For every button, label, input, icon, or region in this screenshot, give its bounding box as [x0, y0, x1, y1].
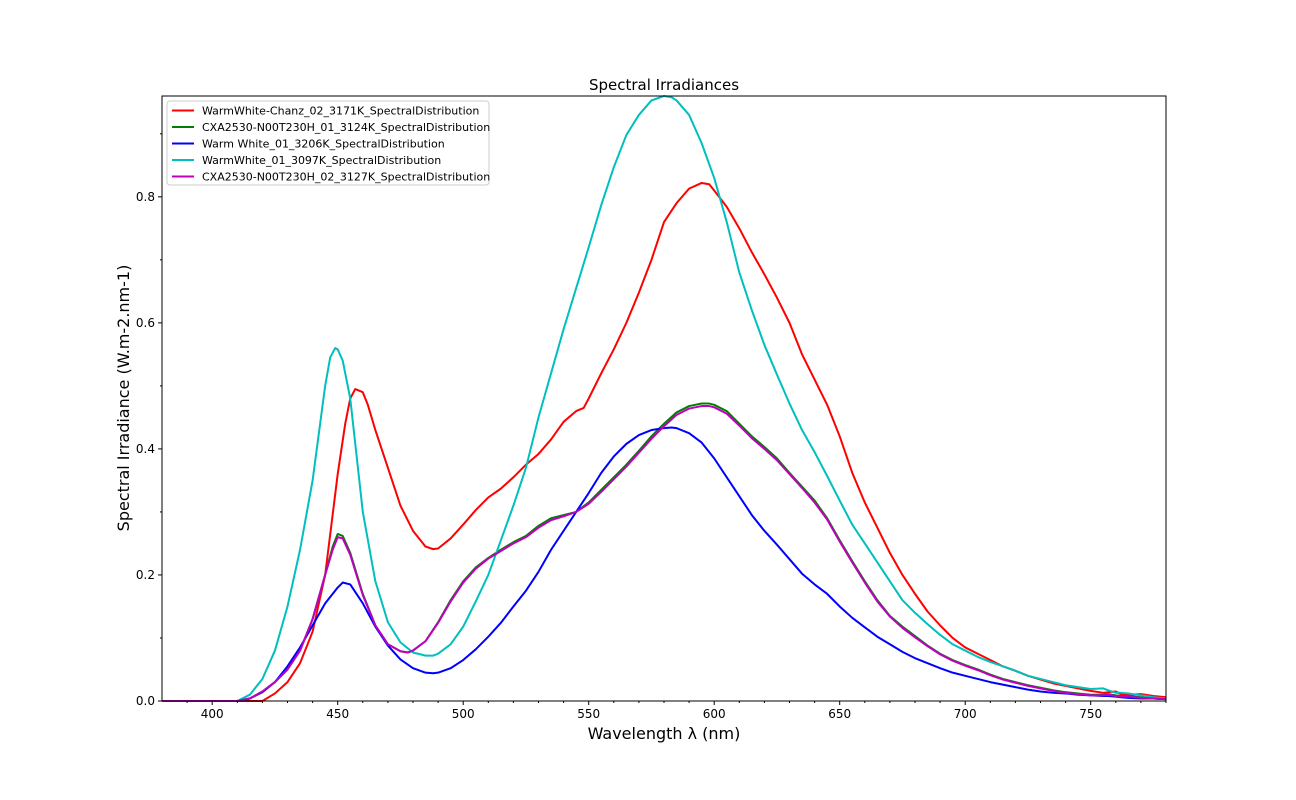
x-tick-label: 550: [577, 707, 600, 721]
series-line-4: [162, 95, 1167, 702]
y-tick-label: 0.0: [136, 694, 155, 708]
x-tick-label: 650: [828, 707, 851, 721]
y-tick-label: 0.2: [136, 568, 155, 582]
series-line-5: [162, 405, 1167, 702]
plot-area: [162, 95, 1167, 702]
legend: WarmWhite-Chanz_02_3171K_SpectralDistrib…: [166, 100, 490, 186]
x-tick-label: 500: [452, 707, 475, 721]
y-tick-label: 0.6: [136, 316, 155, 330]
legend-label: Warm White_01_3206K_SpectralDistribution: [202, 138, 445, 151]
y-axis-label: Spectral Irradiance (W.m-2.nm-1): [114, 265, 133, 532]
legend-label: WarmWhite-Chanz_02_3171K_SpectralDistrib…: [202, 105, 479, 118]
x-tick-label: 700: [954, 707, 977, 721]
legend-label: CXA2530-N00T230H_01_3124K_SpectralDistri…: [202, 121, 490, 134]
legend-box: [166, 100, 490, 186]
axis-ticks: 400 450 500 550 600 650 700 750 0.0 0.2 0.4 0.6 0.8: [136, 133, 1167, 721]
x-tick-label: 750: [1079, 707, 1102, 721]
y-tick-label: 0.8: [136, 190, 155, 204]
x-tick-label: 450: [326, 707, 349, 721]
x-axis-label: Wavelength λ (nm): [588, 724, 741, 743]
x-tick-label: 400: [201, 707, 224, 721]
y-tick-label: 0.4: [136, 442, 155, 456]
legend-label: CXA2530-N00T230H_02_3127K_SpectralDistri…: [202, 171, 490, 184]
chart-title: Spectral Irradiances: [589, 76, 739, 94]
x-tick-label: 600: [703, 707, 726, 721]
legend-label: WarmWhite_01_3097K_SpectralDistribution: [202, 154, 441, 167]
